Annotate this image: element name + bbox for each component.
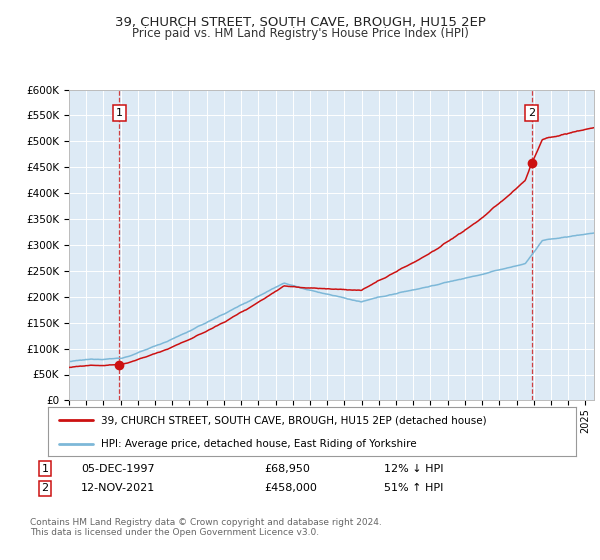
Text: 12% ↓ HPI: 12% ↓ HPI	[384, 464, 443, 474]
Text: HPI: Average price, detached house, East Riding of Yorkshire: HPI: Average price, detached house, East…	[101, 439, 416, 449]
Text: 39, CHURCH STREET, SOUTH CAVE, BROUGH, HU15 2EP: 39, CHURCH STREET, SOUTH CAVE, BROUGH, H…	[115, 16, 485, 29]
Text: 1: 1	[41, 464, 49, 474]
Text: £68,950: £68,950	[264, 464, 310, 474]
Text: 2: 2	[528, 108, 535, 118]
Text: 39, CHURCH STREET, SOUTH CAVE, BROUGH, HU15 2EP (detached house): 39, CHURCH STREET, SOUTH CAVE, BROUGH, H…	[101, 416, 487, 426]
Text: 51% ↑ HPI: 51% ↑ HPI	[384, 483, 443, 493]
Text: 1: 1	[116, 108, 123, 118]
Text: 05-DEC-1997: 05-DEC-1997	[81, 464, 155, 474]
Text: £458,000: £458,000	[264, 483, 317, 493]
Text: Contains HM Land Registry data © Crown copyright and database right 2024.
This d: Contains HM Land Registry data © Crown c…	[30, 518, 382, 538]
Text: 2: 2	[41, 483, 49, 493]
Text: 12-NOV-2021: 12-NOV-2021	[81, 483, 155, 493]
Text: Price paid vs. HM Land Registry's House Price Index (HPI): Price paid vs. HM Land Registry's House …	[131, 27, 469, 40]
